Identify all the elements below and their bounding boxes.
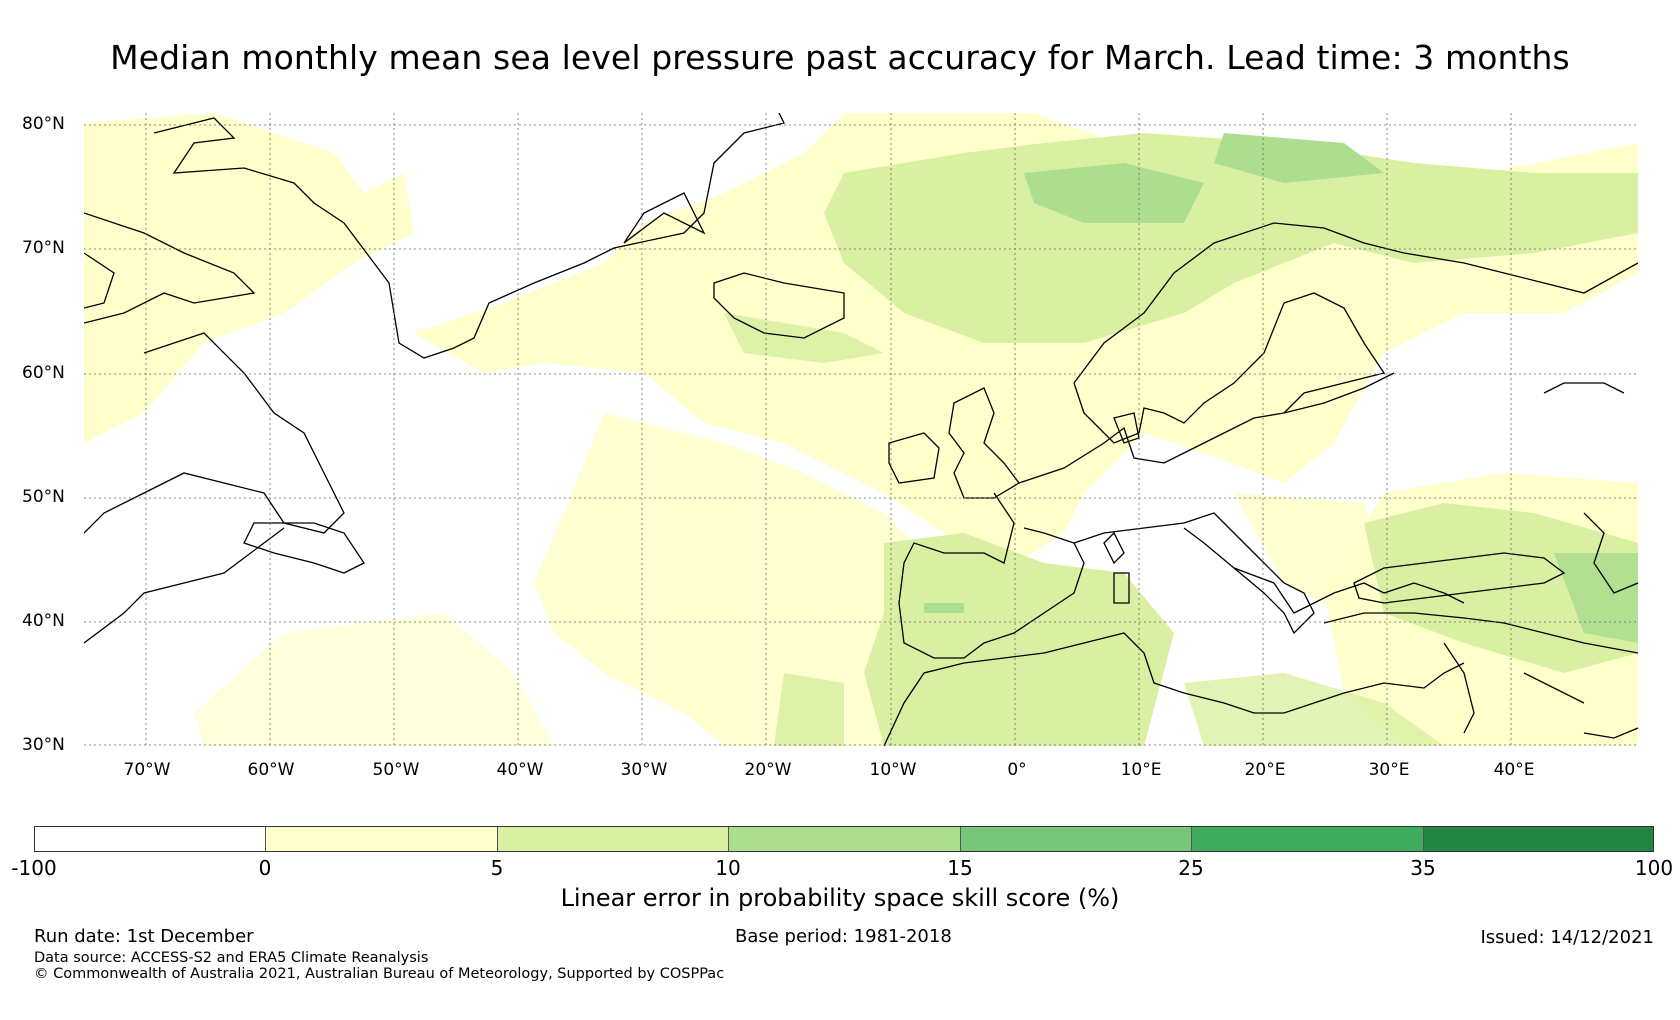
lon-label: 40°W: [496, 760, 544, 780]
lat-label: 80°N: [22, 114, 65, 134]
colorbar-segment: [729, 827, 961, 851]
lon-label: 70°W: [123, 760, 171, 780]
lon-label: 40°E: [1493, 760, 1535, 780]
colorbar: [34, 826, 1654, 852]
colorbar-tick: 25: [1178, 856, 1204, 880]
colorbar-segment: [498, 827, 729, 851]
lat-label: 70°N: [22, 238, 65, 258]
colorbar-tick: 15: [947, 856, 973, 880]
colorbar-tick: 0: [258, 856, 272, 880]
lon-label: 60°W: [247, 760, 295, 780]
lon-label: 10°E: [1120, 760, 1162, 780]
lat-label: 40°N: [22, 611, 65, 631]
lat-label: 60°N: [22, 363, 65, 383]
lon-label: 30°W: [620, 760, 668, 780]
colorbar-tick: -100: [11, 856, 57, 880]
skill-shading-10-15: [924, 133, 1638, 643]
lon-label: 20°E: [1244, 760, 1286, 780]
copyright: © Commonwealth of Australia 2021, Austra…: [34, 966, 725, 982]
colorbar-tick: 100: [1634, 856, 1674, 880]
lat-label: 50°N: [22, 487, 65, 507]
colorbar-segment: [1192, 827, 1424, 851]
colorbar-segment: [266, 827, 498, 851]
issued-date: Issued: 14/12/2021: [1480, 927, 1654, 948]
data-source: Data source: ACCESS-S2 and ERA5 Climate …: [34, 950, 429, 966]
colorbar-segment: [35, 827, 266, 851]
lon-label: 0°: [1007, 760, 1027, 780]
colorbar-segment: [961, 827, 1192, 851]
run-date: Run date: 1st December: [34, 926, 254, 947]
page-title: Median monthly mean sea level pressure p…: [110, 38, 1570, 77]
lat-label: 30°N: [22, 735, 65, 755]
skill-score-map: [84, 113, 1638, 746]
lon-label: 30°E: [1368, 760, 1410, 780]
lon-label: 50°W: [372, 760, 420, 780]
map-panel[interactable]: [84, 113, 1638, 746]
lon-label: 20°W: [744, 760, 792, 780]
colorbar-tick: 35: [1410, 856, 1436, 880]
colorbar-tick: 10: [715, 856, 741, 880]
lon-label: 10°W: [869, 760, 917, 780]
colorbar-segment: [1424, 827, 1653, 851]
graticule: [84, 113, 1638, 746]
colorbar-tick: 5: [490, 856, 504, 880]
colorbar-label: Linear error in probability space skill …: [560, 884, 1120, 912]
base-period: Base period: 1981-2018: [735, 926, 952, 947]
